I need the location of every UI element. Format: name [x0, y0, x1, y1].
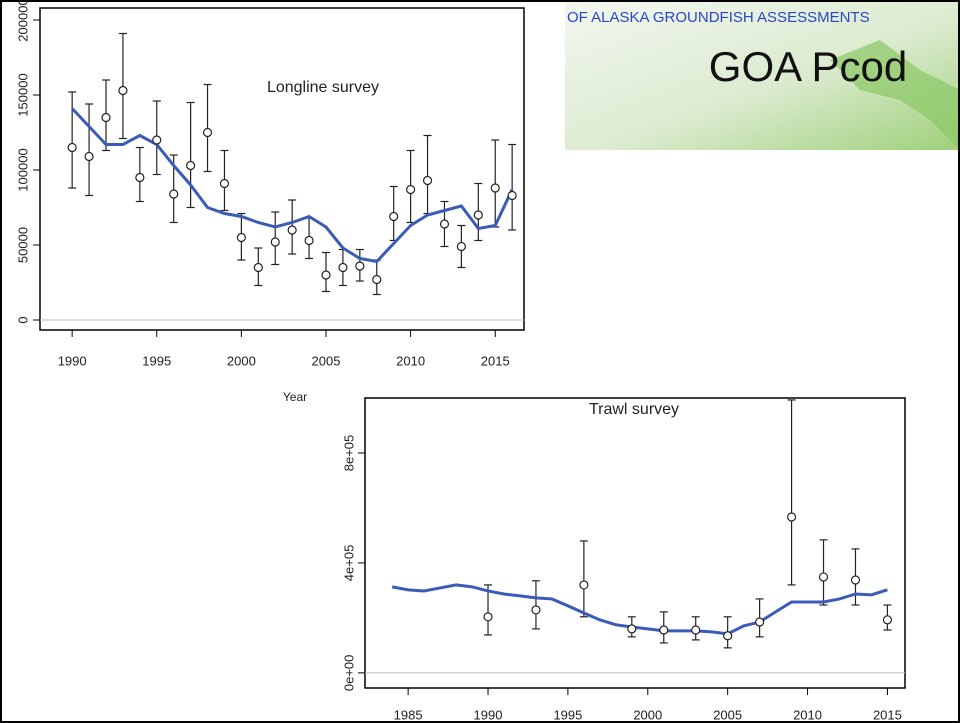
observation: [691, 625, 701, 635]
map-land: [830, 40, 960, 150]
x-tick-label: 1995: [553, 707, 582, 722]
observation: [219, 178, 230, 189]
observation: [321, 270, 331, 280]
x-tick-label: 2000: [227, 353, 256, 368]
observation: [186, 160, 196, 171]
observation: [483, 612, 493, 622]
observation: [236, 232, 246, 243]
observation: [627, 624, 637, 634]
observation: [253, 262, 263, 273]
y-tick-label: 8e+05: [341, 435, 356, 472]
chart-title: Longline survey: [267, 79, 379, 96]
x-tick-label: 1985: [394, 707, 423, 722]
x-tick-label: 1990: [474, 707, 503, 722]
observation: [169, 189, 179, 199]
observation: [850, 575, 861, 585]
plot-frame: [364, 397, 906, 689]
observation: [338, 262, 348, 273]
y-tick-label: 0e+00: [341, 655, 356, 692]
slide-title: GOA Pcod: [709, 43, 907, 90]
observation: [287, 225, 297, 235]
x-tick-label: 2000: [633, 707, 662, 722]
observation: [67, 142, 77, 153]
observation: [490, 183, 500, 193]
x-tick-label: 2005: [713, 707, 742, 722]
y-tick-label: 50000: [15, 227, 30, 263]
observation: [818, 572, 829, 582]
fit-line: [391, 583, 888, 636]
observation: [270, 237, 280, 247]
observation: [389, 211, 399, 222]
x-tick-label: 1990: [58, 353, 87, 368]
observation: [882, 615, 893, 625]
observation: [531, 605, 541, 615]
observation: [135, 172, 145, 183]
chart-title: Trawl survey: [589, 401, 679, 418]
plot-frame: [39, 7, 525, 331]
observation: [101, 112, 111, 123]
observation: [422, 175, 433, 186]
observation: [152, 135, 162, 145]
observation: [304, 235, 314, 246]
x-tick-label: 2015: [481, 353, 510, 368]
observation: [439, 219, 450, 229]
y-tick-label: 200000: [15, 0, 30, 42]
y-tick-label: 4e+05: [341, 545, 356, 582]
observation: [786, 512, 797, 522]
observation: [473, 210, 483, 220]
observation: [755, 617, 765, 627]
slide-header: OF ALASKA GROUNDFISH ASSESSMENTS: [567, 9, 870, 26]
x-axis-label: Year: [283, 390, 307, 404]
x-tick-label: 2015: [873, 707, 902, 722]
observation: [355, 261, 365, 271]
observation: [456, 241, 466, 252]
observation: [579, 580, 589, 590]
x-tick-label: 2005: [312, 353, 341, 368]
observation: [723, 631, 733, 641]
x-tick-label: 2010: [793, 707, 822, 722]
fit-line: [71, 107, 514, 264]
observation: [507, 190, 517, 201]
observation: [406, 184, 416, 195]
x-tick-label: 1995: [142, 353, 171, 368]
observation: [202, 127, 213, 138]
observation: [84, 151, 94, 162]
observation: [118, 85, 128, 96]
observation: [659, 625, 669, 635]
y-tick-label: 150000: [15, 73, 30, 116]
y-tick-label: 100000: [15, 148, 30, 191]
observation: [372, 274, 382, 285]
y-tick-label: 0: [15, 316, 30, 323]
x-tick-label: 2010: [396, 353, 425, 368]
